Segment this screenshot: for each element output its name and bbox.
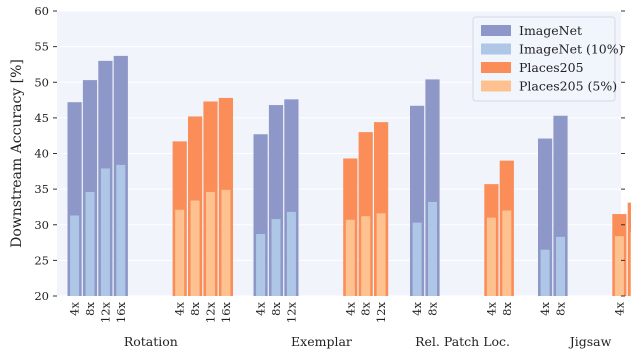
bar-places205-5pct [175,209,185,296]
y-tick-label: 40 [34,147,49,161]
legend-entry: Places205 [519,60,584,75]
x-tick-label: 8x [359,301,373,315]
legend-entry: Places205 (5%) [519,79,617,94]
legend-swatch [481,43,511,55]
y-tick-label: 60 [34,4,49,18]
group-label: Exemplar [291,334,352,349]
y-tick-label: 50 [34,75,49,89]
x-tick-label: 8x [426,301,440,315]
x-tick-label: 12x [204,301,218,323]
x-tick-label: 4x [538,301,552,315]
x-tick-label: 8x [188,301,202,315]
bar-places205-5pct [614,236,624,296]
legend-swatch [481,62,511,73]
group-label: Rel. Patch Loc. [415,334,510,349]
x-tick-label: 4x [343,301,357,315]
group-label: Jigsaw [568,334,612,349]
group-label: Rotation [124,334,178,349]
bar-places205-5pct [345,219,355,296]
bar-places205 [627,202,631,296]
y-tick-label: 30 [34,218,49,232]
x-tick-label: 4x [410,301,424,315]
x-tick-label: 8x [500,301,514,315]
y-tick-label: 45 [34,111,49,125]
x-tick-label: 4x [612,301,626,315]
bar-imagenet-10pct [286,211,296,296]
bar-imagenet-10pct [412,222,422,296]
bar-imagenet-10pct [256,234,266,296]
y-tick-label: 55 [34,40,49,54]
y-axis: 20 25 30 35 40 45 50 55 60 [34,4,625,303]
bar-imagenet-10pct [271,219,281,296]
x-tick-label: 8x [83,301,97,315]
bar-imagenet-10pct [116,164,126,296]
x-tick-label: 12x [98,301,112,323]
x-tick-label: 4x [68,301,82,315]
bar-imagenet-10pct [428,201,437,296]
bar-places205-5pct [361,216,371,296]
bar-imagenet-10pct [100,168,110,296]
bar-places205-5pct [502,210,512,296]
x-tick-label: 4x [173,301,187,315]
x-tick-label: 16x [219,301,233,323]
legend: ImageNet ImageNet (10%) Places205 Places205… [472,16,624,102]
bars [67,55,631,297]
x-tick-label: 8x [628,301,631,315]
x-tick-label: 16x [114,301,128,323]
bar-places205-5pct [376,213,386,296]
bar-imagenet-10pct [556,236,565,296]
bar-places205-5pct [221,189,231,296]
bar-places205-5pct [206,191,215,296]
legend-box [472,16,616,102]
bar-imagenet-10pct [85,191,95,296]
x-tick-label: 4x [254,301,268,315]
x-tick-label: 8x [554,301,568,315]
y-tick-label: 20 [34,289,49,303]
bar-imagenet-10pct [540,249,550,296]
x-tick-label: 4x [484,301,498,315]
bar-places205-5pct [486,217,496,296]
y-axis-label: Downstream Accuracy [%] [9,59,25,248]
x-tick-label: 12x [374,301,388,323]
legend-swatch [481,80,511,92]
legend-entry: ImageNet [519,23,582,38]
legend-entry: ImageNet (10%) [519,42,624,57]
bar-places205-5pct [190,200,200,296]
x-tick-label: 12x [284,301,298,323]
x-tick-label: 8x [269,301,283,315]
y-tick-label: 35 [34,182,49,196]
bar-imagenet-10pct [70,215,80,296]
legend-swatch [481,25,511,36]
y-tick-label: 25 [34,253,49,267]
